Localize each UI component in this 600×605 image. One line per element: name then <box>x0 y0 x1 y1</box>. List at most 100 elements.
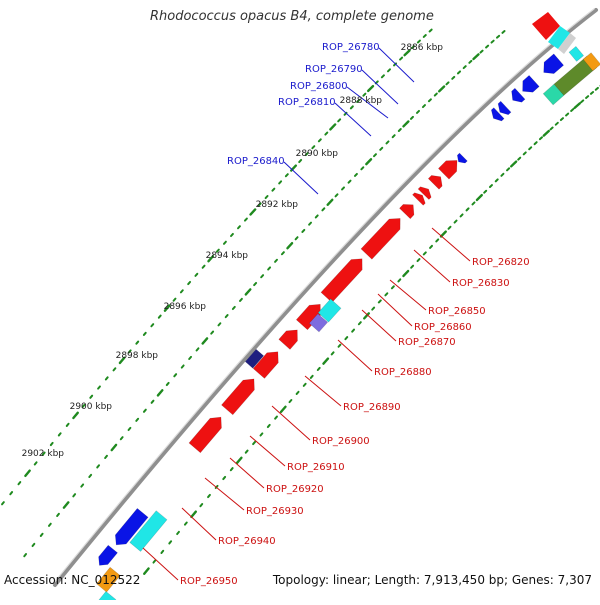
track-dot <box>279 405 287 414</box>
gene-label-rop-26810[interactable]: ROP_26810 <box>278 97 336 108</box>
track-dot <box>89 394 94 399</box>
track-dot <box>589 91 595 95</box>
track-dot <box>295 390 300 395</box>
label-leader <box>334 102 372 137</box>
gene-reverse-10[interactable] <box>252 351 279 379</box>
track-dot <box>494 178 499 183</box>
gene-label-rop-26920[interactable]: ROP_26920 <box>266 484 324 495</box>
gene-label-rop-26940[interactable]: ROP_26940 <box>218 536 276 547</box>
track-dot <box>488 184 493 188</box>
gene-reverse-violet[interactable] <box>308 313 329 333</box>
gene-forward-1[interactable] <box>543 53 565 74</box>
gene-forward-4[interactable] <box>497 100 512 116</box>
gene-forward-cyan-top[interactable] <box>568 45 585 62</box>
gene-corner-cyan[interactable] <box>548 26 570 49</box>
track-dot <box>24 469 31 478</box>
gene-label-rop-26780[interactable]: ROP_26780 <box>322 42 380 53</box>
gene-corner-grey[interactable] <box>558 33 576 54</box>
gene-reverse-6[interactable] <box>360 218 401 260</box>
track-dot <box>235 456 243 465</box>
track-dot <box>180 364 185 369</box>
scale-ticks: 2886 kbp 2888 kbp 2890 kbp 2892 kbp 2894 kbp… <box>22 43 444 459</box>
gene-label-rop-26790[interactable]: ROP_26790 <box>305 64 363 75</box>
track-dot <box>573 102 581 110</box>
track-dot <box>253 281 258 287</box>
track-dot <box>326 198 334 206</box>
gene-forward-bottom-1[interactable] <box>114 507 149 546</box>
track-dot <box>284 173 289 178</box>
accession-text: Accession: NC_012522 <box>4 573 141 587</box>
gene-label-rop-26950[interactable]: ROP_26950 <box>180 576 238 587</box>
gene-reverse-overlap[interactable] <box>317 298 342 323</box>
gene-forward-bottom-cyan[interactable] <box>129 510 168 552</box>
track-dot <box>349 105 354 110</box>
gene-label-rop-26910[interactable]: ROP_26910 <box>287 462 345 473</box>
gene-forward-2[interactable] <box>522 74 540 93</box>
track-dot <box>215 248 220 253</box>
track-dot <box>302 382 307 387</box>
gene-reverse-12[interactable] <box>188 416 222 454</box>
track-dot <box>479 49 484 54</box>
gene-label-rop-26870[interactable]: ROP_26870 <box>398 337 456 348</box>
gene-forward-5[interactable] <box>490 107 505 122</box>
gene-reverse-11[interactable] <box>221 378 255 416</box>
track-dot <box>165 381 170 387</box>
track-dot <box>118 356 126 365</box>
gene-reverse-3[interactable] <box>417 186 432 200</box>
label-leader <box>346 86 389 119</box>
track-dot <box>230 232 234 238</box>
gene-label-rop-26880[interactable]: ROP_26880 <box>374 367 432 378</box>
gene-label-rop-26900[interactable]: ROP_26900 <box>312 436 370 447</box>
genome-backbone-highlight <box>52 8 595 585</box>
track-dot <box>201 337 209 345</box>
track-dot <box>252 440 256 446</box>
track-dot <box>453 219 458 224</box>
track-dot <box>237 225 241 230</box>
gene-reverse-2[interactable] <box>427 175 443 190</box>
track-dot <box>373 153 377 158</box>
track-dot <box>510 160 518 168</box>
track-dot <box>416 39 421 44</box>
track-dot <box>194 272 199 277</box>
gene-forward-isolated[interactable] <box>456 152 468 164</box>
gene-label-rop-26840[interactable]: ROP_26840 <box>227 156 285 167</box>
track-dot <box>23 553 28 558</box>
gene-label-rop-26930[interactable]: ROP_26930 <box>246 506 304 517</box>
track-dot <box>500 172 505 177</box>
gene-reverse-7[interactable] <box>320 258 363 303</box>
gene-forward-teal[interactable] <box>542 83 565 106</box>
gene-reverse-1[interactable] <box>437 160 458 180</box>
gene-label-rop-26860[interactable]: ROP_26860 <box>414 322 472 333</box>
track-dot <box>330 351 335 356</box>
gene-forward-orange-top[interactable] <box>582 52 600 72</box>
gene-forward-3[interactable] <box>511 87 526 103</box>
track-dot <box>308 221 313 226</box>
gene-label-rop-26820[interactable]: ROP_26820 <box>472 257 530 268</box>
gene-forward-bottom-2[interactable] <box>98 544 118 566</box>
track-dot <box>239 297 243 302</box>
track-dot <box>321 207 326 212</box>
gene-reverse-4[interactable] <box>412 192 426 206</box>
label-leader <box>337 339 373 372</box>
track-dot <box>465 207 470 212</box>
gene-reverse-navy[interactable] <box>244 348 265 369</box>
gene-label-rop-26850[interactable]: ROP_26850 <box>428 306 486 317</box>
gene-label-rop-26830[interactable]: ROP_26830 <box>452 278 510 289</box>
track-dots <box>1 28 600 575</box>
gene-forward-bottom-cyan-2[interactable] <box>89 590 117 605</box>
track-dot <box>559 117 565 122</box>
gene-features <box>89 12 600 605</box>
track-dot <box>201 264 206 269</box>
track-dot <box>549 126 554 131</box>
track-dot <box>317 138 322 143</box>
gene-label-rop-26800[interactable]: ROP_26800 <box>290 81 348 92</box>
gene-label-rop-26890[interactable]: ROP_26890 <box>343 402 401 413</box>
track-dot <box>360 166 365 171</box>
gene-corner-red[interactable] <box>532 12 560 40</box>
track-dot <box>456 70 462 75</box>
gene-forward-bottom-orange[interactable] <box>96 566 121 593</box>
gene-reverse-5[interactable] <box>399 204 415 220</box>
label-leader <box>431 227 471 262</box>
track-dot <box>81 403 86 409</box>
gene-reverse-9[interactable] <box>278 329 298 350</box>
